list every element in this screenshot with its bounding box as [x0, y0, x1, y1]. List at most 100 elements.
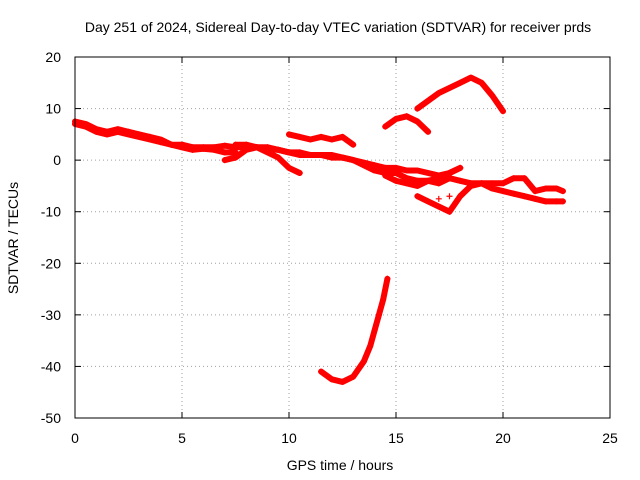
data-point — [489, 180, 496, 187]
data-point — [446, 208, 453, 215]
data-point — [559, 198, 566, 205]
data-point — [221, 149, 228, 156]
data-point — [339, 378, 346, 385]
data-point — [157, 136, 164, 143]
data-point — [146, 133, 153, 140]
x-tick-label: 15 — [388, 430, 404, 446]
data-point — [93, 126, 100, 133]
data-point — [393, 170, 399, 177]
data-point — [446, 170, 453, 177]
series-track-6 — [318, 275, 391, 385]
x-tick-labels: 0 5 10 15 20 25 — [71, 430, 618, 446]
data-point — [296, 149, 303, 156]
data-point — [457, 193, 464, 200]
data-point — [446, 84, 453, 91]
y-axis-label: SDTVAR / TECUs — [5, 182, 21, 294]
data-point — [367, 342, 374, 349]
data-point — [457, 164, 464, 171]
data-point — [232, 141, 239, 148]
data-point — [350, 373, 357, 380]
data-point — [457, 79, 464, 86]
plot-frame — [74, 56, 611, 419]
data-point — [371, 167, 378, 174]
data-point — [478, 180, 485, 187]
data-point — [425, 198, 432, 205]
data-point — [136, 131, 143, 138]
data-point — [339, 154, 346, 161]
y-tick-label: -50 — [41, 410, 61, 426]
data-point — [275, 154, 282, 161]
data-point — [403, 113, 410, 120]
data-point — [243, 146, 250, 153]
x-tick-label: 5 — [178, 430, 186, 446]
data-point — [104, 128, 111, 135]
data-point — [253, 144, 260, 151]
data-point — [553, 198, 560, 205]
data-point — [403, 175, 410, 182]
data-point — [179, 141, 185, 148]
data-point — [414, 193, 421, 200]
data-point — [318, 368, 325, 375]
data-point — [286, 164, 292, 171]
data-point — [307, 151, 314, 158]
data-point — [489, 185, 496, 192]
data-point — [339, 133, 346, 140]
data-point — [296, 133, 303, 140]
y-tick-label: -10 — [41, 204, 61, 220]
series-line — [318, 275, 391, 385]
data-point — [318, 133, 325, 140]
y-tick-label: 20 — [45, 49, 61, 65]
data-point — [457, 177, 464, 184]
data-point — [232, 154, 239, 161]
data-point — [328, 136, 335, 143]
data-point — [375, 311, 382, 318]
data-point — [414, 118, 421, 125]
data-point — [521, 193, 528, 200]
data-point — [414, 105, 421, 112]
data-point — [360, 162, 367, 169]
data-point — [510, 175, 517, 182]
data-point — [435, 180, 442, 187]
x-tick-label: 0 — [71, 430, 79, 446]
data-point — [393, 115, 399, 122]
data-point — [393, 177, 399, 184]
data-point — [114, 126, 121, 133]
data-point — [382, 172, 389, 179]
data-point — [189, 144, 196, 151]
data-point — [350, 141, 357, 148]
data-point — [328, 376, 335, 383]
data-point — [435, 203, 442, 210]
data-point — [559, 188, 566, 195]
y-tick-labels: 20 10 0 -10 -20 -30 -40 -50 — [41, 49, 61, 426]
series-track-7 — [382, 113, 432, 135]
data-point — [478, 79, 485, 86]
data-point — [82, 121, 89, 128]
data-point — [125, 128, 132, 135]
data-point — [200, 144, 207, 151]
data-point — [393, 164, 399, 171]
data-point — [264, 149, 271, 156]
data-point — [414, 182, 421, 189]
tick-marks — [74, 56, 611, 419]
y-tick-label: -20 — [41, 255, 61, 271]
isolated-point — [435, 195, 442, 202]
data-point — [384, 275, 391, 282]
x-tick-label: 20 — [495, 430, 511, 446]
data-point — [221, 157, 228, 164]
data-point — [403, 167, 410, 174]
data-point — [211, 144, 218, 151]
data-point — [382, 123, 389, 130]
data-point — [350, 157, 357, 164]
data-point — [542, 185, 549, 192]
data-point — [414, 167, 421, 174]
data-point — [425, 128, 432, 135]
grid-lines — [75, 57, 610, 418]
data-point — [318, 151, 325, 158]
data-point — [286, 149, 292, 156]
data-point — [500, 108, 506, 115]
data-point — [221, 142, 228, 149]
x-tick-label: 10 — [281, 430, 297, 446]
data-point — [425, 177, 432, 184]
data-point — [296, 170, 303, 177]
